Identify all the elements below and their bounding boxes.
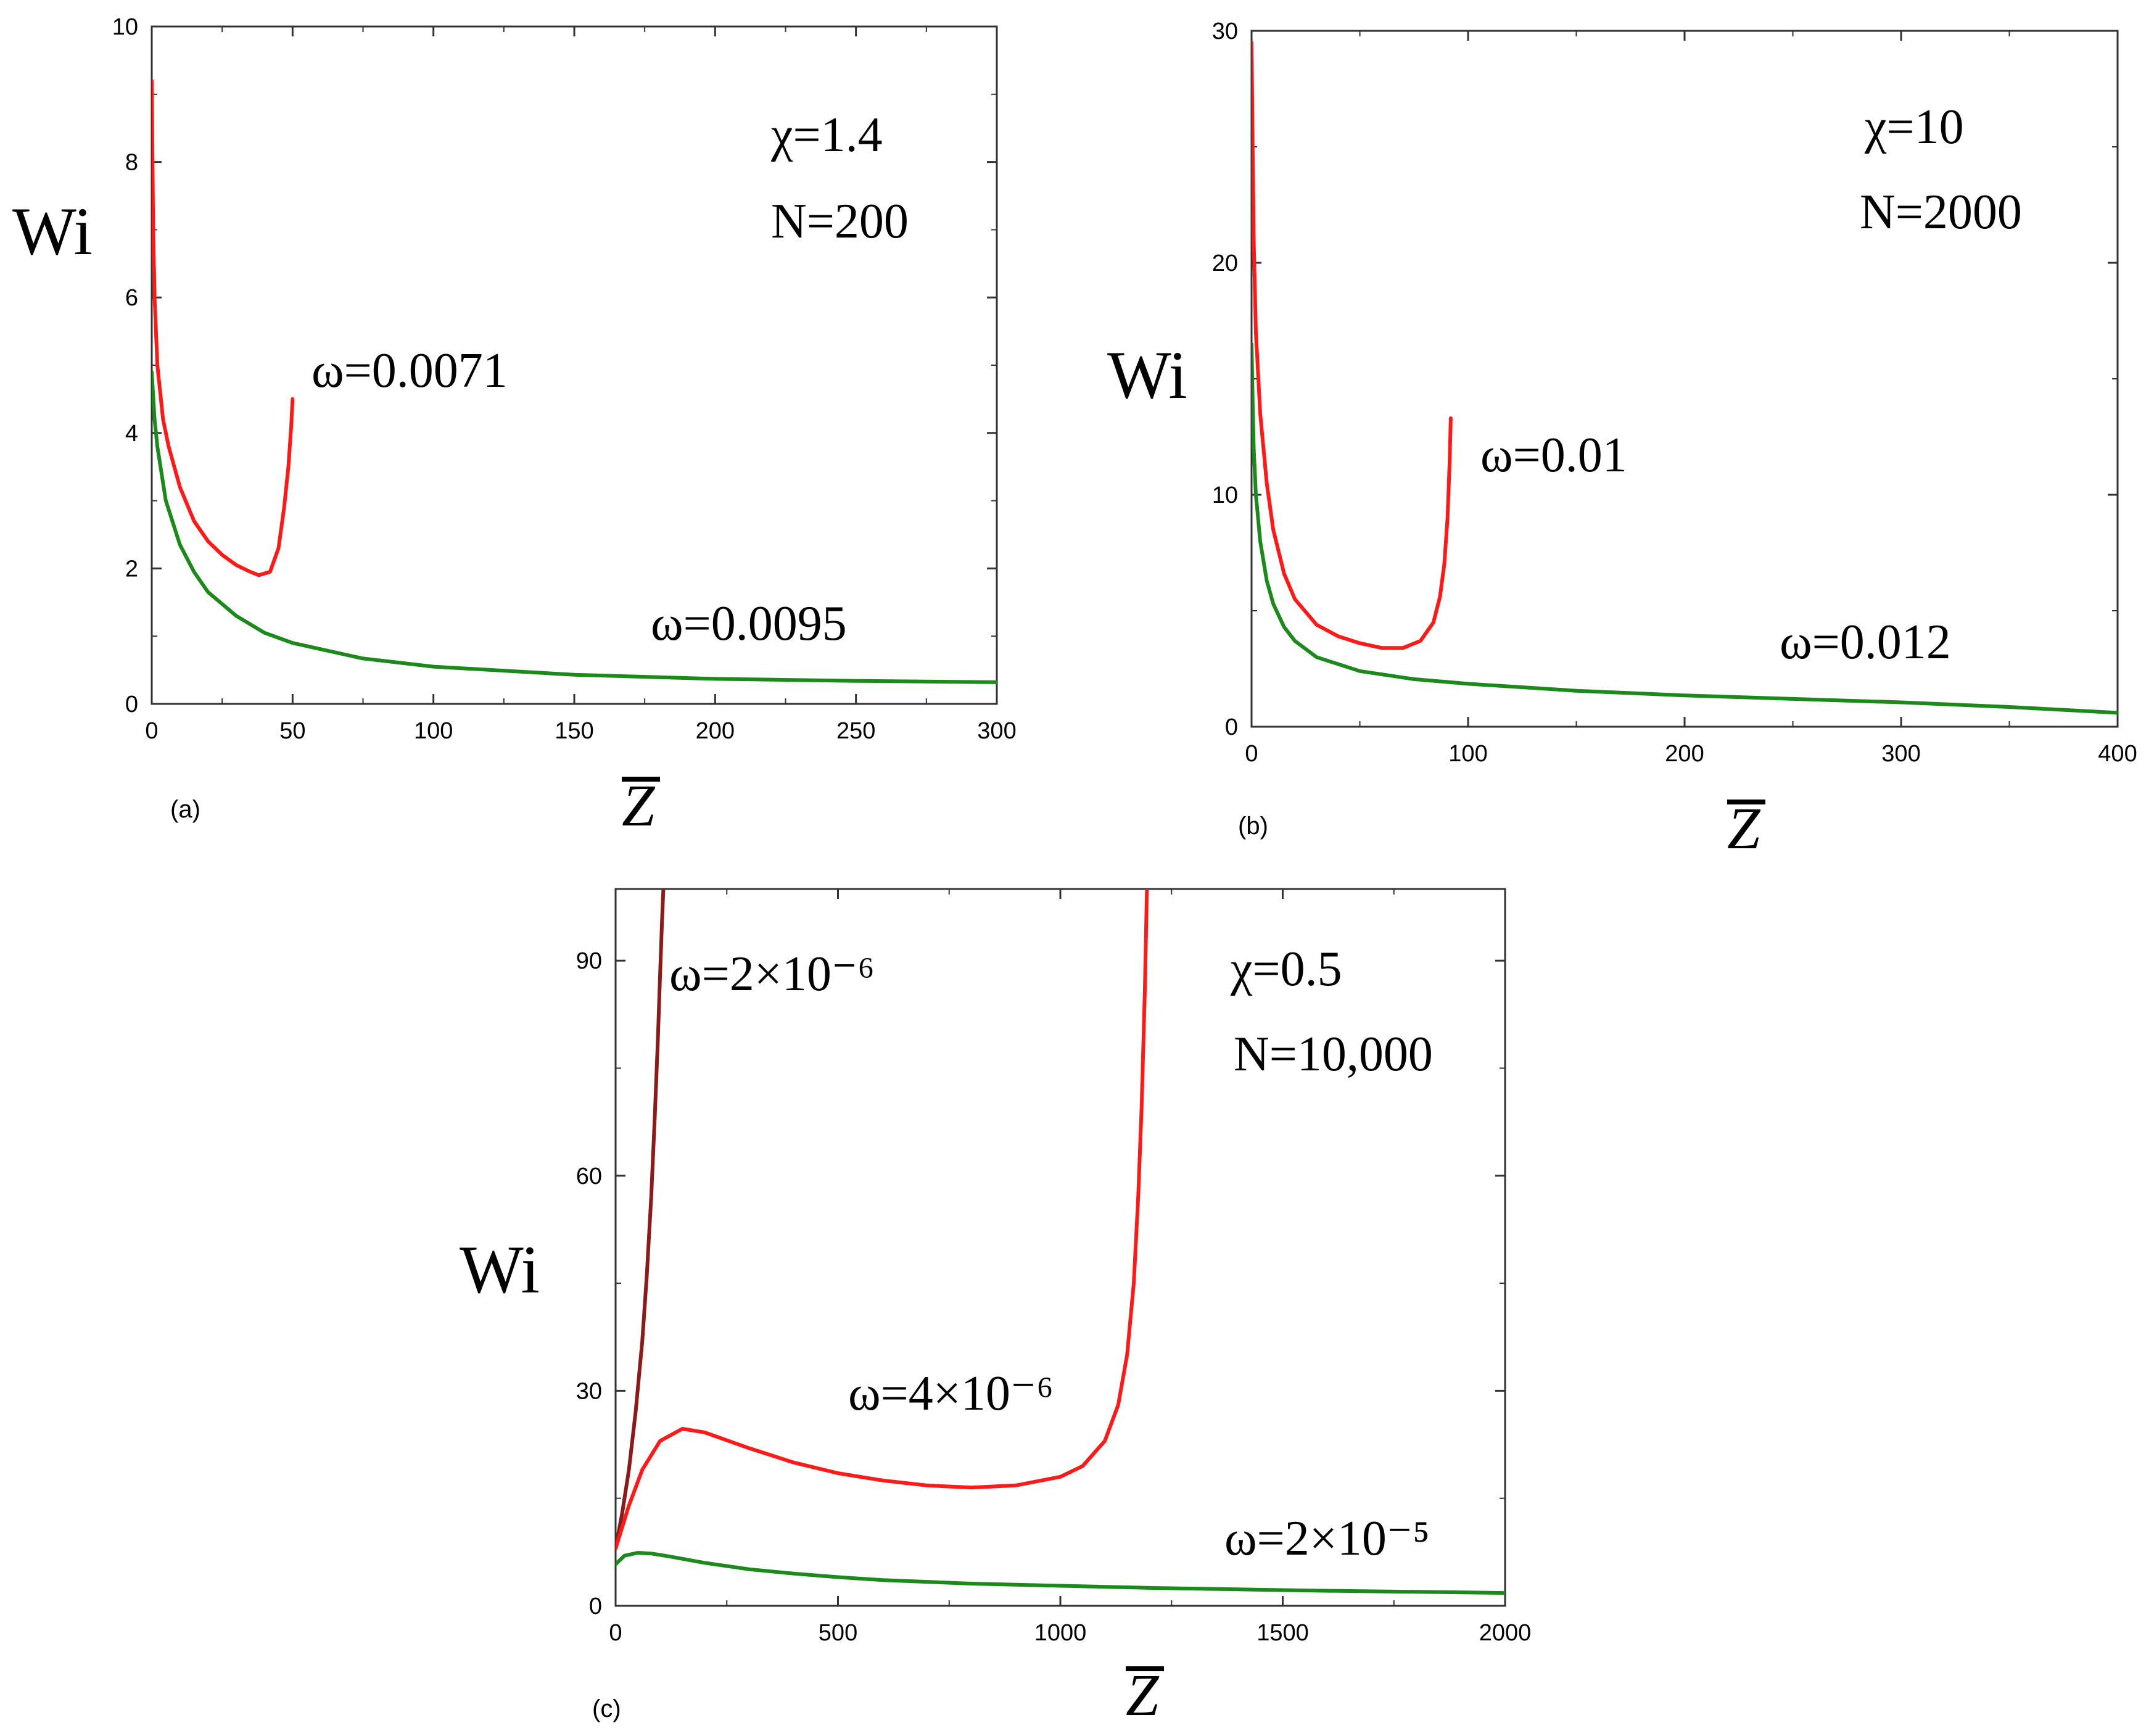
series-line-2 — [1252, 342, 2118, 715]
x-tick-label: 150 — [555, 718, 593, 744]
panel-b-chi-annotation: χ=10 — [1864, 100, 1964, 154]
x-tick-label: 300 — [977, 718, 1016, 744]
panel-a: 0 50 100 150 200 250 300 0 2 4 6 8 10 Wi Z (a) χ=1.4… — [12, 14, 1017, 838]
panel-b-green-curve-label: ω=0.012 — [1780, 615, 1951, 669]
panel-c: 0 500 1000 1500 2000 0 30 60 90 Wi Z (c) χ=0.5 N… — [460, 888, 1532, 1728]
y-tick-label: 0 — [589, 1593, 602, 1619]
series-line-2 — [616, 889, 1149, 1550]
panel-c-label: (c) — [592, 1695, 621, 1722]
x-tick-label: 1500 — [1256, 1620, 1309, 1646]
panel-a-n-annotation: N=200 — [771, 194, 909, 249]
x-tick-label: 500 — [819, 1620, 857, 1646]
svg-text:Z: Z — [1126, 1662, 1160, 1728]
panel-b-frame — [1250, 30, 2119, 728]
panel-c-ticks: 0 500 1000 1500 2000 0 30 60 90 — [576, 889, 1532, 1646]
panel-a-y-label: Wi — [12, 194, 93, 269]
x-tick-label: 0 — [145, 718, 158, 744]
y-tick-label: 6 — [125, 285, 138, 311]
y-tick-label: 60 — [576, 1164, 602, 1189]
panel-b-label: (b) — [1238, 812, 1268, 840]
panel-b: 0 100 200 300 400 0 10 20 30 Wi Z (b) χ=10 N=200… — [1107, 19, 2137, 861]
y-tick-label: 10 — [112, 14, 138, 40]
x-tick-label: 0 — [609, 1620, 622, 1646]
y-tick-label: 30 — [576, 1378, 602, 1404]
series-line-1 — [1252, 40, 1453, 650]
x-tick-label: 100 — [414, 718, 453, 744]
series-line-1 — [152, 78, 295, 577]
y-tick-label: 0 — [125, 692, 138, 717]
panel-c-green-curve-label: ω=2×10⁻⁵ — [1224, 1511, 1430, 1566]
series-line-3 — [616, 1551, 1505, 1595]
svg-text:Z: Z — [1727, 795, 1761, 861]
x-tick-label: 400 — [2098, 741, 2137, 767]
panel-c-curves — [616, 889, 1505, 1595]
x-tick-label: 2000 — [1479, 1620, 1532, 1646]
panel-c-y-label: Wi — [460, 1232, 540, 1307]
x-tick-label: 50 — [279, 718, 305, 744]
x-tick-label: 300 — [1881, 741, 1920, 767]
x-tick-label: 200 — [1665, 741, 1704, 767]
x-tick-label: 200 — [696, 718, 735, 744]
x-tick-label: 0 — [1245, 741, 1258, 767]
y-tick-label: 8 — [125, 150, 138, 176]
panel-b-n-annotation: N=2000 — [1860, 185, 2022, 239]
y-tick-label: 0 — [1225, 714, 1238, 740]
x-tick-label: 250 — [836, 718, 875, 744]
panel-c-dark-red-curve-label: ω=2×10⁻⁶ — [669, 947, 875, 1001]
panel-a-ticks: 0 50 100 150 200 250 300 0 2 4 6 8 10 — [112, 14, 1017, 744]
panel-a-x-label: Z — [622, 772, 660, 838]
panel-a-red-curve-label: ω=0.0071 — [312, 344, 508, 398]
x-tick-label: 1000 — [1034, 1620, 1087, 1646]
y-tick-label: 4 — [125, 421, 138, 447]
panel-b-x-label: Z — [1727, 795, 1765, 861]
panel-c-x-label: Z — [1126, 1662, 1164, 1728]
y-tick-label: 2 — [125, 556, 138, 582]
panel-a-green-curve-label: ω=0.0095 — [651, 597, 847, 651]
panel-a-curves — [152, 78, 997, 684]
panel-c-chi-annotation: χ=0.5 — [1230, 942, 1342, 996]
panel-b-ticks: 0 100 200 300 400 0 10 20 30 — [1212, 19, 2137, 767]
panel-b-curves — [1252, 40, 2118, 715]
panel-a-label: (a) — [170, 796, 200, 823]
panel-c-red-curve-label: ω=4×10⁻⁶ — [848, 1366, 1054, 1421]
series-line-1 — [616, 889, 666, 1550]
y-tick-label: 90 — [576, 948, 602, 974]
x-tick-label: 100 — [1448, 741, 1487, 767]
panel-c-n-annotation: N=10,000 — [1234, 1027, 1433, 1081]
y-tick-label: 30 — [1212, 19, 1238, 44]
y-tick-label: 20 — [1212, 250, 1238, 276]
y-tick-label: 10 — [1212, 482, 1238, 508]
panel-b-y-label: Wi — [1107, 337, 1187, 413]
svg-text:Z: Z — [622, 772, 656, 838]
series-line-2 — [152, 370, 997, 684]
panel-b-red-curve-label: ω=0.01 — [1480, 428, 1627, 482]
panel-a-chi-annotation: χ=1.4 — [770, 108, 883, 162]
